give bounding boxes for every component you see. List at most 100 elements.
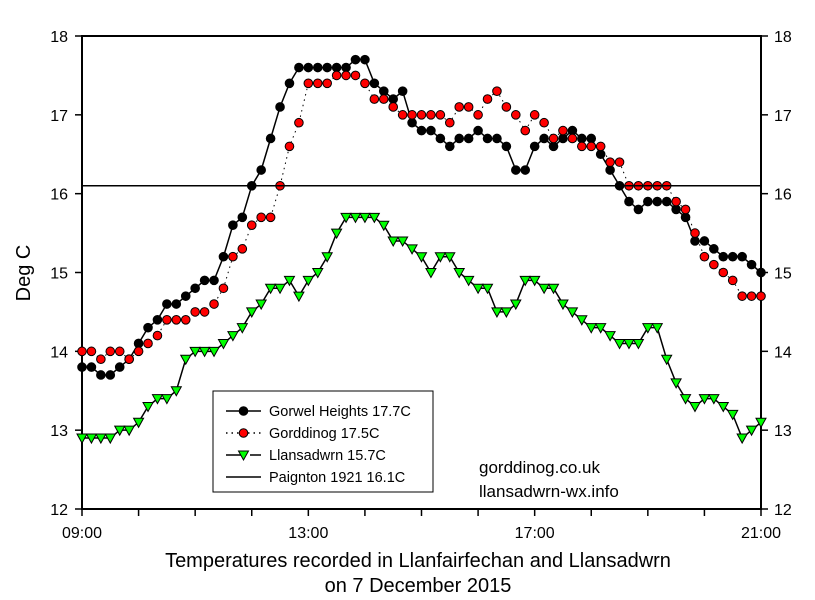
- data-point-llansadwrn: [632, 338, 645, 350]
- data-point-llansadwrn: [594, 323, 607, 334]
- data-point-llansadwrn: [528, 275, 541, 287]
- data-point-llansadwrn: [274, 283, 286, 295]
- data-point-gorwel: [529, 141, 540, 152]
- data-point-gorwel: [718, 251, 729, 262]
- data-point-gorddinog: [463, 102, 474, 112]
- data-point-gorwel: [661, 196, 672, 207]
- data-point-gorddinog: [105, 346, 116, 357]
- data-point-gorwel: [586, 133, 597, 144]
- data-point-gorwel: [199, 275, 210, 286]
- data-point-gorddinog: [511, 110, 521, 120]
- data-point-llansadwrn: [208, 346, 220, 358]
- data-point-gorddinog: [124, 354, 134, 365]
- legend-item: Llansadwrn 15.7C: [226, 448, 386, 464]
- data-point-gorwel: [435, 133, 446, 144]
- data-point-gorddinog: [218, 283, 229, 294]
- data-point-gorwel: [605, 165, 615, 175]
- data-point-gorwel: [378, 86, 389, 96]
- data-point-gorddinog: [265, 212, 276, 223]
- data-point-llansadwrn: [443, 252, 456, 263]
- data-point-llansadwrn: [575, 315, 588, 326]
- data-point-gorwel: [133, 338, 144, 349]
- data-point-gorddinog: [378, 94, 389, 104]
- data-point-llansadwrn: [113, 425, 126, 437]
- data-point-llansadwrn: [302, 275, 315, 287]
- y-tick-label-right: 16: [774, 187, 792, 204]
- data-point-gorddinog: [548, 133, 559, 144]
- plot-area: [76, 54, 767, 445]
- data-point-gorwel: [397, 86, 408, 96]
- data-point-gorwel: [105, 370, 116, 380]
- data-point-gorwel: [303, 62, 314, 73]
- data-point-gorddinog: [473, 110, 483, 120]
- data-point-gorwel: [652, 196, 663, 207]
- x-tick-label: 21:00: [741, 525, 781, 542]
- series-llansadwrn: [76, 212, 767, 445]
- data-point-llansadwrn: [425, 268, 437, 279]
- data-point-llansadwrn: [406, 244, 418, 255]
- data-point-gorwel: [77, 362, 87, 372]
- site-label-gorddinog: gorddinog.co.uk: [479, 458, 600, 477]
- data-point-llansadwrn: [538, 283, 550, 295]
- data-point-llansadwrn: [255, 299, 268, 311]
- data-point-gorddinog: [614, 157, 625, 167]
- legend-item: Gorwel Heights 17.7C: [226, 404, 411, 420]
- data-point-gorwel: [548, 141, 559, 152]
- data-point-gorwel: [492, 133, 502, 144]
- data-point-llansadwrn: [264, 283, 277, 295]
- data-point-gorwel: [331, 62, 342, 73]
- data-point-gorddinog: [369, 94, 380, 104]
- data-point-llansadwrn: [547, 283, 560, 295]
- data-point-gorddinog: [331, 70, 342, 81]
- chart-title: Temperatures recorded in Llanfairfechan …: [165, 550, 671, 572]
- data-point-llansadwrn: [123, 425, 136, 437]
- data-point-llansadwrn: [660, 354, 673, 366]
- site-label-llansadwrn: llansadwrn-wx.info: [479, 482, 619, 501]
- data-point-llansadwrn: [85, 433, 98, 445]
- data-point-llansadwrn: [170, 386, 183, 397]
- data-point-llansadwrn: [726, 409, 739, 421]
- data-point-llansadwrn: [670, 378, 682, 389]
- data-point-llansadwrn: [434, 252, 447, 263]
- series-gorwel: [77, 54, 766, 380]
- data-point-gorwel: [501, 141, 512, 152]
- data-point-gorddinog: [482, 94, 493, 104]
- data-point-gorddinog: [586, 141, 597, 152]
- data-point-llansadwrn: [509, 299, 522, 311]
- data-point-gorddinog: [96, 354, 106, 365]
- data-point-llansadwrn: [321, 252, 334, 263]
- legend-label: Gorwel Heights 17.7C: [269, 404, 411, 420]
- data-point-gorddinog: [605, 157, 615, 167]
- data-point-gorwel: [671, 204, 681, 215]
- data-point-llansadwrn: [641, 323, 654, 334]
- data-point-gorddinog: [501, 102, 512, 112]
- data-point-gorwel: [237, 212, 248, 223]
- legend-box: [212, 390, 434, 493]
- data-point-llansadwrn: [519, 275, 532, 287]
- data-point-llansadwrn: [604, 331, 616, 342]
- data-point-gorddinog: [143, 338, 153, 349]
- data-point-gorwel: [96, 370, 106, 380]
- data-point-gorddinog: [444, 117, 455, 128]
- y-axis-title: Deg C: [13, 245, 35, 302]
- data-point-gorddinog: [114, 346, 125, 357]
- data-point-llansadwrn: [76, 433, 88, 445]
- data-point-llansadwrn: [453, 268, 466, 279]
- y-tick-label-right: 17: [774, 108, 792, 125]
- data-point-llansadwrn: [151, 394, 164, 405]
- data-point-gorddinog: [416, 110, 427, 120]
- data-point-gorddinog: [388, 102, 399, 112]
- data-point-llansadwrn: [472, 283, 484, 295]
- data-point-llansadwrn: [349, 212, 362, 224]
- data-point-gorwel: [407, 117, 417, 128]
- data-point-gorddinog: [312, 78, 323, 89]
- data-point-llansadwrn: [236, 323, 249, 334]
- y-tick-label-right: 14: [774, 344, 792, 361]
- legend-item: Paignton 1921 16.1C: [226, 470, 405, 486]
- data-point-gorddinog: [709, 259, 719, 270]
- axes: 12 12 13 13 14 14 15 15 16 16 17 17 18 18 09:00 13:00 17…: [50, 29, 792, 542]
- data-point-llansadwrn: [396, 236, 409, 247]
- data-point-llansadwrn: [755, 417, 767, 429]
- data-point-gorwel: [265, 133, 276, 144]
